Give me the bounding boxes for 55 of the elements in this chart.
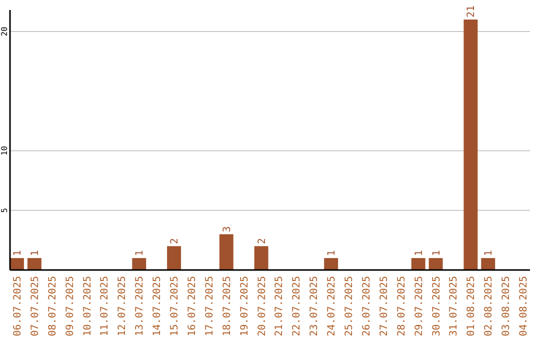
data-label: 21 bbox=[466, 5, 478, 18]
data-label: 1 bbox=[30, 250, 41, 256]
x-tick-label: 27.07.2025 bbox=[378, 276, 390, 336]
x-tick-label: 13.07.2025 bbox=[134, 276, 146, 336]
y-tick-label: 20 bbox=[0, 26, 9, 36]
data-label: 1 bbox=[134, 250, 146, 256]
x-tick-label: 22.07.2025 bbox=[292, 276, 303, 336]
x-tick-label: 20.07.2025 bbox=[256, 276, 268, 336]
x-tick-label: 02.08.2025 bbox=[484, 276, 495, 336]
data-label: 2 bbox=[170, 238, 181, 244]
x-tick-label: 18.07.2025 bbox=[222, 276, 233, 336]
x-tick-label: 19.07.2025 bbox=[239, 276, 250, 336]
x-tick-label: 30.07.2025 bbox=[431, 276, 442, 336]
data-label: 1 bbox=[12, 250, 24, 256]
bar bbox=[10, 258, 24, 270]
x-tick-label: 04.08.2025 bbox=[518, 276, 530, 336]
bar bbox=[132, 258, 146, 270]
bar bbox=[167, 246, 182, 270]
bar bbox=[27, 258, 42, 270]
x-tick-label: 23.07.2025 bbox=[309, 276, 320, 336]
bar bbox=[428, 258, 443, 270]
data-label: 2 bbox=[256, 238, 268, 244]
x-tick-label: 03.08.2025 bbox=[501, 276, 512, 336]
x-tick-label: 01.08.2025 bbox=[466, 276, 478, 336]
x-tick-label: 31.07.2025 bbox=[448, 276, 460, 336]
x-tick-label: 08.07.2025 bbox=[47, 276, 58, 336]
bar bbox=[411, 258, 426, 270]
x-tick-label: 16.07.2025 bbox=[186, 276, 198, 336]
data-label: 1 bbox=[326, 250, 338, 256]
y-tick-label: 5 bbox=[0, 208, 9, 213]
x-tick-label: 28.07.2025 bbox=[396, 276, 408, 336]
x-tick-label: 25.07.2025 bbox=[344, 276, 356, 336]
data-label: 3 bbox=[222, 226, 233, 232]
x-tick-label: 11.07.2025 bbox=[100, 276, 111, 336]
x-tick-label: 10.07.2025 bbox=[82, 276, 94, 336]
x-tick-label: 21.07.2025 bbox=[274, 276, 286, 336]
bar bbox=[324, 258, 338, 270]
bar bbox=[219, 234, 234, 270]
x-tick-label: 29.07.2025 bbox=[414, 276, 425, 336]
data-label: 1 bbox=[431, 250, 442, 256]
data-label: 1 bbox=[484, 250, 495, 256]
bar bbox=[254, 246, 268, 270]
x-tick-label: 17.07.2025 bbox=[204, 276, 216, 336]
x-tick-label: 15.07.2025 bbox=[170, 276, 181, 336]
x-tick-label: 14.07.2025 bbox=[152, 276, 164, 336]
x-tick-label: 26.07.2025 bbox=[361, 276, 372, 336]
x-tick-label: 09.07.2025 bbox=[64, 276, 76, 336]
x-tick-label: 24.07.2025 bbox=[326, 276, 338, 336]
x-tick-label: 06.07.2025 bbox=[12, 276, 24, 336]
x-tick-label: 12.07.2025 bbox=[117, 276, 128, 336]
y-tick-label: 10 bbox=[0, 146, 9, 156]
bar bbox=[464, 20, 478, 270]
bar bbox=[481, 258, 496, 270]
x-tick-label: 07.07.2025 bbox=[30, 276, 41, 336]
data-label: 1 bbox=[414, 250, 425, 256]
